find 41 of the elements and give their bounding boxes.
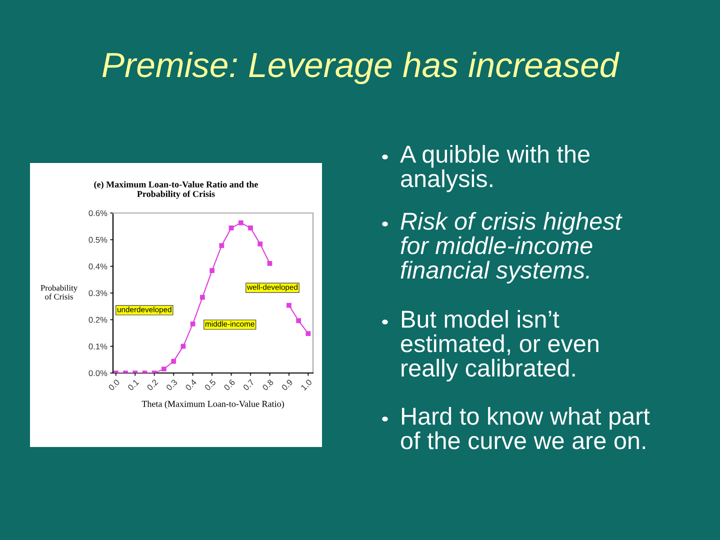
- x-tick-label: 0.2: [146, 379, 158, 391]
- x-tick-label: 0.3: [166, 378, 178, 391]
- y-axis-title: Probability of Crisis: [40, 284, 78, 300]
- chart-title: Premise: Leverage has increased: [102, 52, 620, 84]
- y-tick-label: 0.6%: [88, 210, 108, 216]
- chart-subtitle: (e) Maximum Loan-to-Value Ratio and the Probability of Crisis: [94, 181, 258, 199]
- x-tick-label: 1.0: [300, 378, 312, 391]
- point: [267, 260, 272, 266]
- point: [286, 302, 292, 308]
- point: [258, 242, 263, 246]
- x-tick-label: 0.9: [281, 378, 294, 391]
- point: [228, 226, 234, 230]
- y-tick-label: 0.3%: [88, 290, 108, 296]
- point: [210, 268, 214, 274]
- point: [219, 243, 224, 248]
- x-tick-label: 0.1: [127, 379, 140, 391]
- y-tick-label: 0.4%: [88, 264, 108, 270]
- x-tick-label: 0.8: [262, 378, 274, 391]
- point: [190, 322, 196, 326]
- y-tick-label: 0.5%: [88, 236, 108, 243]
- point: [306, 331, 311, 336]
- point: [296, 318, 302, 324]
- point: [180, 344, 186, 349]
- y-tick-label: 0.0%: [88, 370, 108, 376]
- y-tick-label: 0.1%: [88, 344, 108, 350]
- point: [162, 366, 166, 372]
- x-tick-label: 0.6: [223, 378, 236, 391]
- x-tick-label: 0.4: [185, 378, 197, 391]
- x-axis-title: Theta (Maximum Loan-to-Value Ratio): [142, 400, 284, 409]
- point: [200, 294, 205, 300]
- text: Risk of crisis highest for middle-income financial systems.: [400, 212, 622, 284]
- point: [171, 358, 176, 364]
- x-tick-label: 0.0: [108, 378, 120, 391]
- y-tick-label: 0.2%: [88, 316, 108, 323]
- text: Hard to know what part of the curve we are on.: [401, 407, 650, 450]
- point: [248, 226, 253, 230]
- x-tick-label: 0.7: [242, 379, 255, 391]
- point: [238, 220, 244, 226]
- text: A quibble with the analysis.: [400, 145, 590, 192]
- text: But model isn’t estimated, or even really calibrated.: [401, 310, 598, 382]
- x-tick-label: 0.5: [204, 378, 216, 391]
